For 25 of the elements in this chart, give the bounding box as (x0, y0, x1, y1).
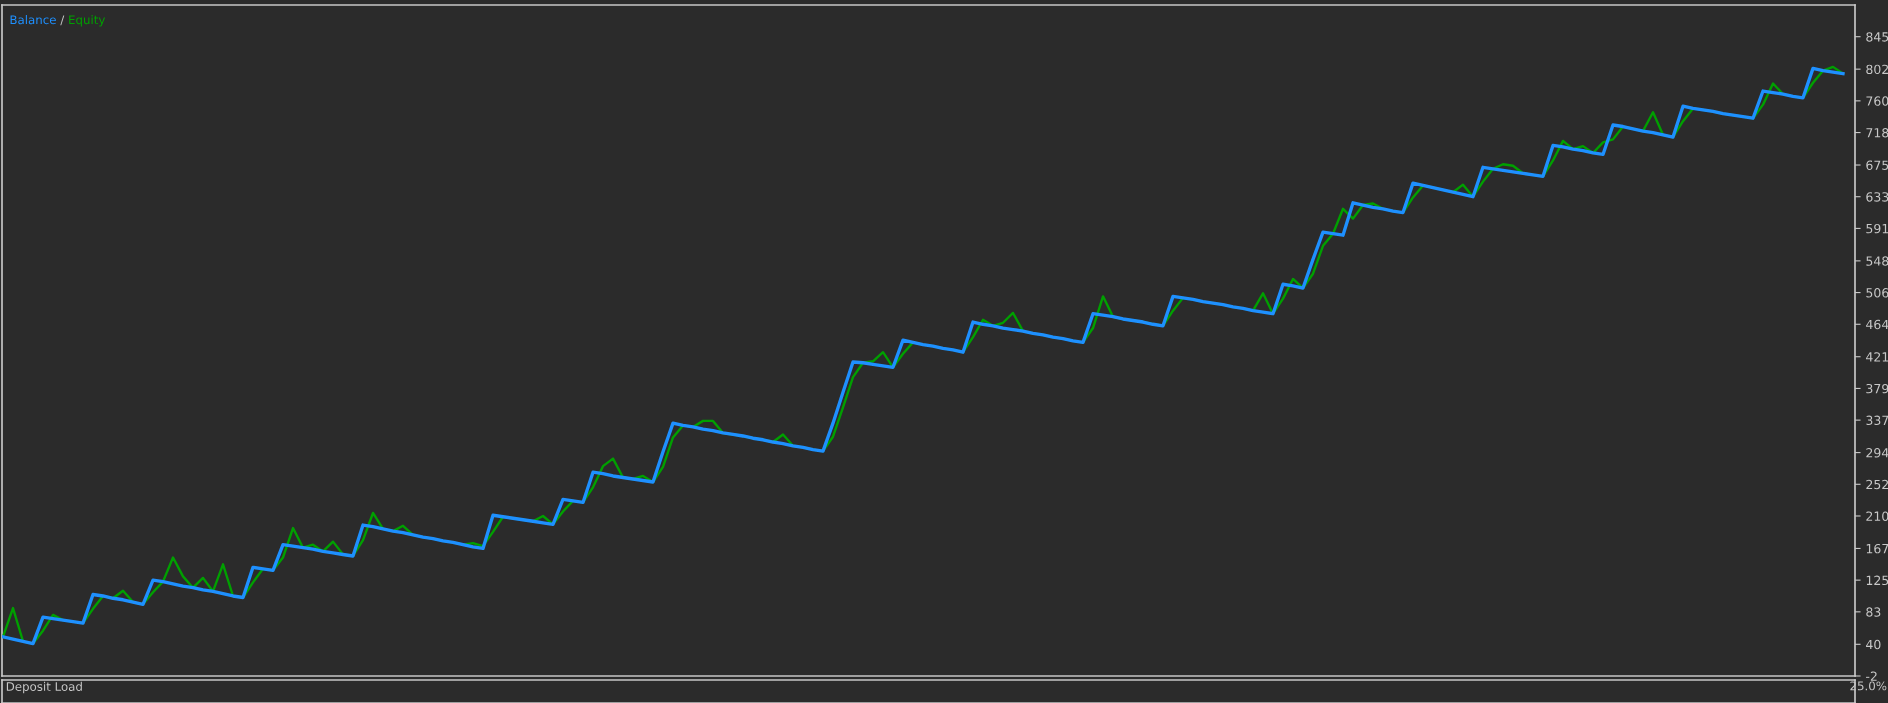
y-tick-label: 167 (1866, 543, 1888, 554)
y-tick-label: 421 (1866, 352, 1888, 362)
y-tick-label: 591 (1866, 223, 1888, 234)
y-tick-label: 675 (1866, 160, 1888, 170)
y-tick-label: 548 (1866, 256, 1888, 266)
y-tick-label: 40 (1866, 639, 1881, 650)
annotation: / (60, 15, 65, 26)
text: Deposit Load (6, 681, 82, 694)
y-tick-label: 845 (1866, 32, 1888, 42)
y-tick-label: 464 (1866, 319, 1888, 330)
y-tick-label: 718 (1866, 128, 1888, 138)
y-tick-label: 125 (1866, 575, 1888, 586)
y-tick-label: -2 (1866, 671, 1877, 681)
y-tick-label: 506 (1866, 288, 1888, 298)
y-tick-label: 210 (1866, 511, 1888, 521)
y-tick-label: 802 (1866, 64, 1888, 75)
y-tick-label: 294 (1866, 448, 1888, 458)
y-tick-label: 337 (1866, 415, 1888, 426)
text: Equity (69, 15, 106, 27)
y-tick-label: 379 (1866, 383, 1888, 394)
y-tick-label: 252 (1866, 479, 1888, 490)
text: Balance (10, 15, 56, 25)
y-tick-label: 83 (1866, 607, 1881, 617)
y-tick-label: 633 (1866, 192, 1888, 202)
y-tick-label: 760 (1866, 96, 1888, 106)
